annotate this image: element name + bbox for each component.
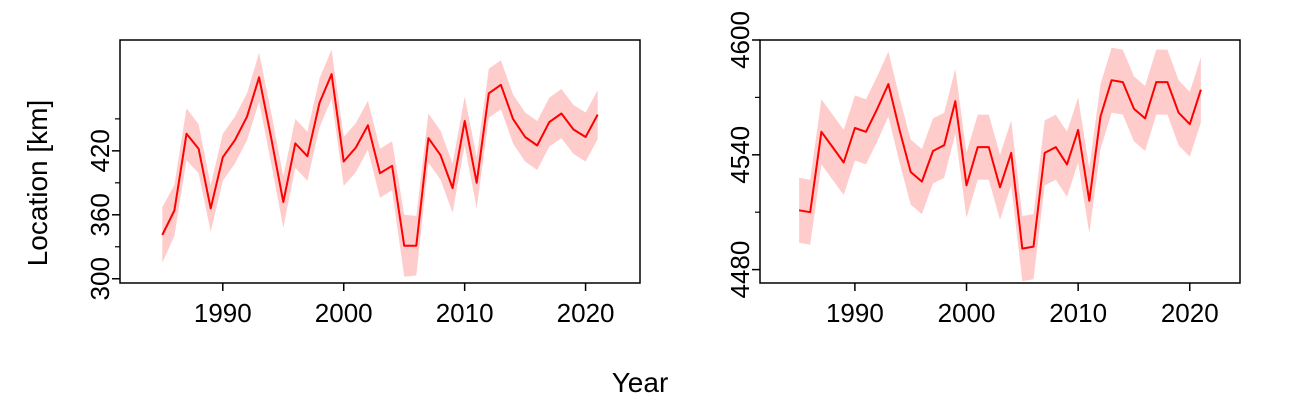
shared-x-axis-title: Year <box>612 367 669 398</box>
x-tick-label: 2000 <box>938 298 996 328</box>
confidence-band <box>162 49 598 277</box>
shared-y-axis-title: Location [km] <box>22 100 53 267</box>
x-tick-label: 2000 <box>315 298 373 328</box>
y-tick-label: 4540 <box>725 126 755 184</box>
series-line <box>798 79 1202 250</box>
x-tick-label: 1990 <box>194 298 252 328</box>
plot-frame <box>759 39 1241 284</box>
y-tick-label: 360 <box>85 193 115 236</box>
series-line <box>161 73 599 247</box>
y-tick-label: 4480 <box>725 241 755 299</box>
y-tick-label: 300 <box>85 257 115 300</box>
confidence-band <box>799 47 1201 282</box>
left-chart-panel: 1990 2000 2010 2020 300 360 420 <box>85 39 641 328</box>
y-tick-label: 4600 <box>725 11 755 69</box>
plot-frame <box>119 39 641 284</box>
x-tick-label: 2010 <box>436 298 494 328</box>
x-tick-label: 2020 <box>1161 298 1219 328</box>
y-tick-label: 420 <box>85 129 115 172</box>
x-tick-label: 2020 <box>557 298 615 328</box>
right-chart-panel: 1990 2000 2010 2020 4480 4540 4600 <box>725 11 1241 328</box>
x-tick-label: 1990 <box>826 298 884 328</box>
x-tick-label: 2010 <box>1049 298 1107 328</box>
